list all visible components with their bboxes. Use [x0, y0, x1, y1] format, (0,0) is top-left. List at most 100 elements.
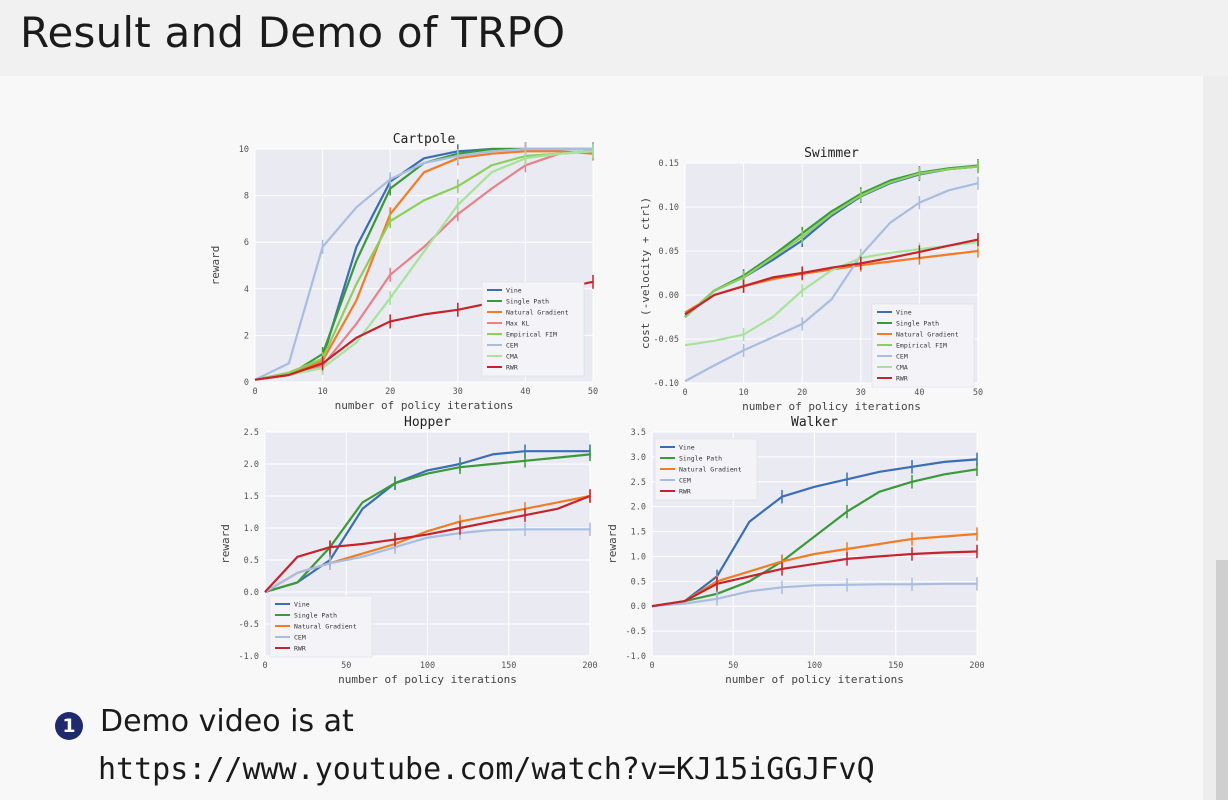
legend-label: Vine	[679, 444, 695, 452]
legend-label: CEM	[294, 634, 306, 642]
x-tick-label: 50	[341, 661, 351, 671]
legend: Vine Single Path Natural Gradient CEM RWR	[654, 438, 758, 501]
x-tick-label: 20	[797, 388, 807, 398]
series-line-cma	[254, 150, 594, 381]
y-tick-label: 0.10	[659, 203, 679, 213]
x-axis-label: number of policy iterations	[338, 673, 517, 686]
chart-title: Hopper	[404, 415, 451, 430]
chart-title: Swimmer	[804, 146, 859, 161]
legend: Vine Single Path Natural Gradient CEM RWR	[269, 595, 373, 658]
y-tick-label: 0.05	[659, 247, 679, 257]
x-tick-label: 50	[728, 661, 738, 671]
legend-label: Single Path	[896, 320, 939, 328]
x-tick-label: 20	[385, 387, 395, 397]
y-tick-label: 2.0	[631, 503, 646, 513]
chart-walker: 0 50 100 150 200 -1.0 -0.5 0.0 0.5 1.0 1.5 2.0 2.5 3.…	[606, 415, 985, 686]
series-line-cma	[684, 241, 979, 347]
bullet-number-badge: 1	[55, 712, 83, 740]
y-tick-label: 0	[244, 378, 249, 388]
series-line-cem	[651, 582, 977, 608]
y-tick-label: 0.00	[659, 291, 679, 301]
y-tick-label: 1.0	[244, 524, 259, 534]
legend-label: Empirical FIM	[506, 331, 557, 339]
series-line-rwr	[264, 494, 591, 593]
series-line-max-kl	[254, 150, 594, 381]
y-axis-label: reward	[219, 524, 232, 564]
y-tick-label: 4	[244, 285, 249, 295]
legend-label: Natural Gradient	[294, 623, 357, 631]
x-tick-label: 40	[914, 388, 924, 398]
x-tick-label: 150	[501, 661, 516, 671]
y-tick-label: -0.5	[239, 620, 259, 630]
legend-label: RWR	[896, 375, 908, 383]
slide-body	[0, 76, 1203, 800]
y-tick-label: 1.0	[631, 552, 646, 562]
y-tick-label: 2	[244, 331, 249, 341]
demo-text: Demo video is at	[100, 704, 354, 739]
title-bar: Result and Demo of TRPO	[0, 0, 1228, 76]
x-tick-label: 30	[453, 387, 463, 397]
legend-box	[481, 281, 585, 377]
y-tick-label: 10	[239, 145, 249, 155]
y-tick-label: 0.5	[631, 577, 646, 587]
y-axis-label: reward	[606, 524, 619, 564]
y-tick-label: -1.0	[239, 652, 259, 662]
series-line-natural-gradient	[254, 150, 594, 381]
legend-label: CEM	[896, 353, 908, 361]
legend-label: CEM	[679, 477, 691, 485]
legend-label: Natural Gradient	[679, 466, 742, 474]
x-tick-label: 200	[582, 661, 597, 671]
demo-video-link[interactable]: https://www.youtube.com/watch?v=KJ15iGGJ…	[98, 752, 875, 787]
x-tick-label: 0	[262, 661, 267, 671]
legend-label: Single Path	[294, 612, 337, 620]
legend-label: Vine	[294, 601, 310, 609]
legend-label: CMA	[896, 364, 908, 372]
legend: Vine Single Path Natural Gradient Empirical…	[871, 303, 975, 388]
y-tick-label: -0.10	[653, 379, 679, 389]
y-tick-label: 8	[244, 192, 249, 202]
x-tick-label: 0	[252, 387, 257, 397]
y-tick-label: -0.5	[626, 627, 646, 637]
chart-title: Cartpole	[393, 132, 456, 147]
legend-label: Vine	[506, 287, 522, 295]
scrollbar-thumb[interactable]	[1216, 560, 1228, 800]
y-tick-label: 3.0	[631, 453, 646, 463]
x-tick-label: 200	[969, 661, 984, 671]
y-tick-label: 0.15	[659, 159, 679, 169]
x-tick-label: 150	[888, 661, 903, 671]
x-axis-label: number of policy iterations	[725, 673, 904, 686]
series-line-single-path	[264, 453, 591, 594]
y-tick-label: 1.5	[631, 528, 646, 538]
legend-label: RWR	[506, 364, 518, 372]
x-tick-label: 40	[520, 387, 530, 397]
y-axis-label: reward	[209, 246, 222, 286]
x-tick-label: 0	[682, 388, 687, 398]
legend-label: Single Path	[679, 455, 722, 463]
legend-label: CEM	[506, 342, 518, 350]
y-tick-label: 2.5	[244, 428, 259, 438]
y-tick-label: 1.5	[244, 492, 259, 502]
legend: Vine Single Path Natural Gradient Max KL Emp…	[481, 281, 585, 377]
y-tick-label: 0.0	[631, 602, 646, 612]
y-tick-label: 3.5	[631, 428, 646, 438]
y-tick-label: 0.5	[244, 556, 259, 566]
series-line-single-path	[651, 468, 978, 608]
x-axis-label: number of policy iterations	[335, 399, 514, 412]
series-line-rwr	[684, 238, 979, 316]
x-tick-label: 0	[649, 661, 654, 671]
x-tick-label: 10	[738, 388, 748, 398]
legend-label: Empirical FIM	[896, 342, 947, 350]
x-tick-label: 50	[588, 387, 598, 397]
series-line-vine	[651, 458, 978, 608]
series-line-rwr	[651, 550, 978, 608]
y-tick-label: 2.0	[244, 460, 259, 470]
x-tick-label: 30	[856, 388, 866, 398]
x-tick-label: 100	[807, 661, 822, 671]
y-tick-label: 2.5	[631, 478, 646, 488]
legend-label: Vine	[896, 309, 912, 317]
chart-hopper: 0 50 100 150 200 -1.0 -0.5 0.0 0.5 1.0 1.5 2.0 2.5 Ho…	[219, 415, 598, 686]
y-axis-label: cost (-velocity + ctrl)	[639, 197, 652, 349]
y-tick-label: 6	[244, 238, 249, 248]
legend-label: Natural Gradient	[506, 309, 569, 317]
legend-box	[871, 303, 975, 388]
